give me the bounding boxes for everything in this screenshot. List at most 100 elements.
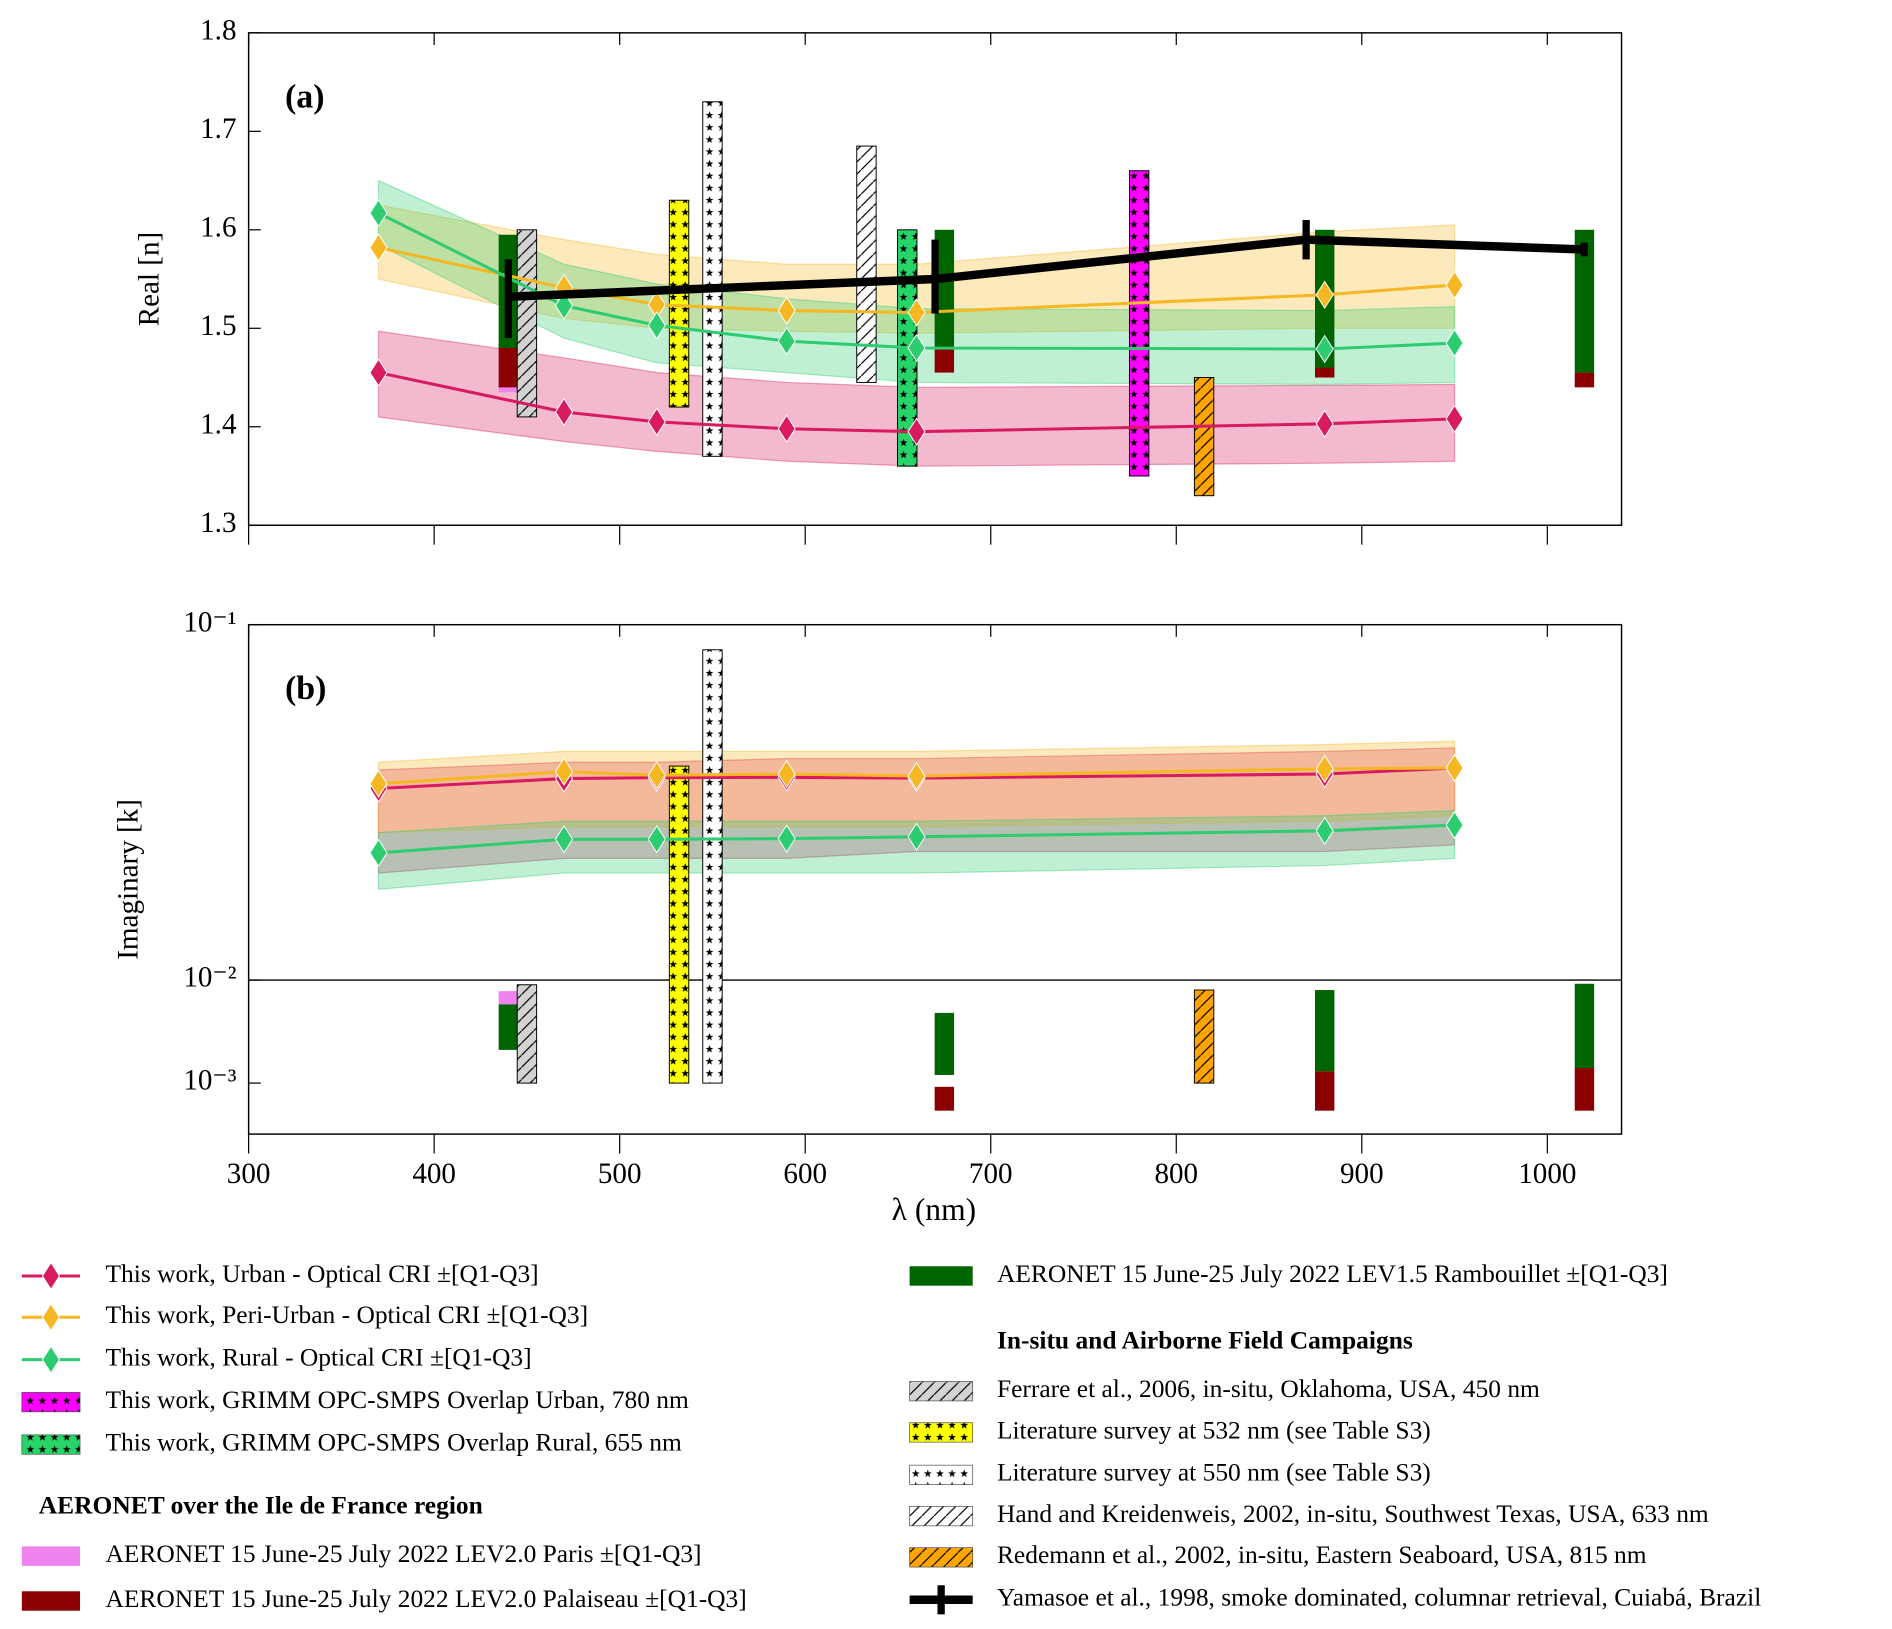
legend-swatch [909, 1464, 974, 1485]
marker [907, 298, 926, 327]
marker [369, 769, 388, 798]
marker [554, 825, 574, 854]
marker [369, 838, 388, 868]
y-tick-label: 1.3 [200, 507, 236, 539]
legend-swatch [909, 1506, 974, 1527]
panel-label: (b) [285, 670, 326, 707]
marker [1315, 816, 1334, 846]
marker [777, 326, 796, 356]
line [508, 235, 1585, 302]
marker [1445, 810, 1464, 840]
range-bar [1574, 372, 1595, 388]
range-bar [856, 145, 877, 383]
legend-label: Literature survey at 532 nm (see Table S… [997, 1415, 1431, 1444]
legend-label: This work, GRIMM OPC-SMPS Overlap Rural,… [106, 1427, 682, 1456]
legend-label: Ferrare et al., 2006, in-situ, Oklahoma,… [997, 1374, 1540, 1403]
marker [1315, 334, 1334, 364]
marker [1315, 280, 1334, 310]
marker [777, 824, 796, 853]
range-bar [934, 229, 955, 348]
x-tick-label: 1000 [1518, 1158, 1576, 1190]
legend-swatch [21, 1546, 81, 1566]
legend-label: This work, GRIMM OPC-SMPS Overlap Urban,… [106, 1385, 690, 1414]
legend-header: AERONET over the Ile de France region [39, 1490, 483, 1519]
range-bar [934, 1086, 955, 1111]
legend-header: In-situ and Airborne Field Campaigns [997, 1326, 1413, 1355]
marker [41, 1261, 61, 1291]
x-tick-label: 900 [1340, 1158, 1384, 1190]
legend-label: AERONET 15 June-25 July 2022 LEV2.0 Pari… [106, 1539, 702, 1568]
marker [777, 759, 796, 789]
range-bar [1314, 990, 1335, 1072]
legend-label: This work, Peri-Urban - Optical CRI ±[Q1… [106, 1300, 589, 1329]
range-bar [1574, 1068, 1595, 1111]
y-tick-label: 10⁻¹ [183, 606, 236, 638]
x-tick-label: 600 [783, 1158, 827, 1190]
marker [1445, 753, 1464, 783]
marker [554, 397, 574, 427]
marker [1315, 754, 1334, 784]
y-tick-label: 1.8 [200, 15, 236, 47]
y-tick-label: 1.4 [200, 408, 237, 440]
x-tick-label: 700 [969, 1158, 1013, 1190]
legend-label: Literature survey at 550 nm (see Table S… [997, 1458, 1431, 1487]
x-tick-label: 300 [227, 1158, 271, 1190]
legend-label: AERONET 15 June-25 July 2022 LEV1.5 Ramb… [997, 1259, 1668, 1288]
legend-label: This work, Urban - Optical CRI ±[Q1-Q3] [106, 1259, 539, 1288]
legend-swatch [21, 1392, 81, 1413]
legend-swatch [909, 1422, 974, 1443]
y-tick-label: 1.5 [200, 310, 236, 342]
marker [907, 761, 926, 791]
marker [1445, 404, 1464, 434]
x-tick-label: 500 [598, 1158, 642, 1190]
range-bar [516, 984, 538, 1084]
range-bar [1193, 377, 1215, 497]
legend-swatch [909, 1266, 973, 1286]
legend-swatch [21, 1434, 81, 1455]
y-axis-label: Imaginary [k] [113, 799, 145, 960]
legend-swatch [909, 1381, 974, 1402]
range-bar [1314, 1071, 1335, 1111]
range-bar [498, 991, 519, 1005]
legend-label: Redemann et al., 2002, in-situ, Eastern … [997, 1540, 1647, 1569]
legend-label: Yamasoe et al., 1998, smoke dominated, c… [997, 1583, 1761, 1612]
x-tick-label: 800 [1154, 1158, 1198, 1190]
legend-swatch [21, 1591, 81, 1611]
plot-frame [247, 32, 1623, 526]
y-tick-label: 10⁻³ [183, 1065, 236, 1097]
marker [907, 333, 926, 363]
range-bar [1128, 170, 1150, 477]
marker [41, 1345, 61, 1374]
range-bar [702, 101, 723, 457]
range-bar [1193, 989, 1215, 1084]
y-tick-label: 1.6 [200, 211, 236, 243]
legend-swatch [909, 1547, 974, 1568]
range-bar [702, 649, 723, 1084]
range-bar [1574, 229, 1595, 373]
range-bar [934, 1012, 955, 1075]
legend-label: This work, Rural - Optical CRI ±[Q1-Q3] [106, 1343, 532, 1372]
legend-label: Hand and Kreidenweis, 2002, in-situ, Sou… [997, 1499, 1709, 1528]
marker [1315, 409, 1334, 439]
marker [647, 311, 666, 340]
marker [369, 198, 388, 228]
x-tick-label: 400 [412, 1158, 456, 1190]
range-bar [1574, 983, 1595, 1069]
marker [369, 358, 388, 387]
panel-label: (a) [285, 78, 325, 115]
marker [777, 296, 796, 325]
range-bar [934, 347, 955, 373]
marker [907, 822, 926, 852]
range-bar [516, 229, 538, 418]
y-tick-label: 10⁻² [183, 962, 236, 994]
marker [1445, 270, 1464, 300]
marker [777, 414, 796, 443]
marker [647, 825, 666, 854]
marker [1445, 328, 1464, 358]
marker [554, 291, 574, 320]
x-axis-label: λ (nm) [892, 1192, 976, 1227]
marker [907, 417, 926, 446]
marker [369, 233, 388, 262]
